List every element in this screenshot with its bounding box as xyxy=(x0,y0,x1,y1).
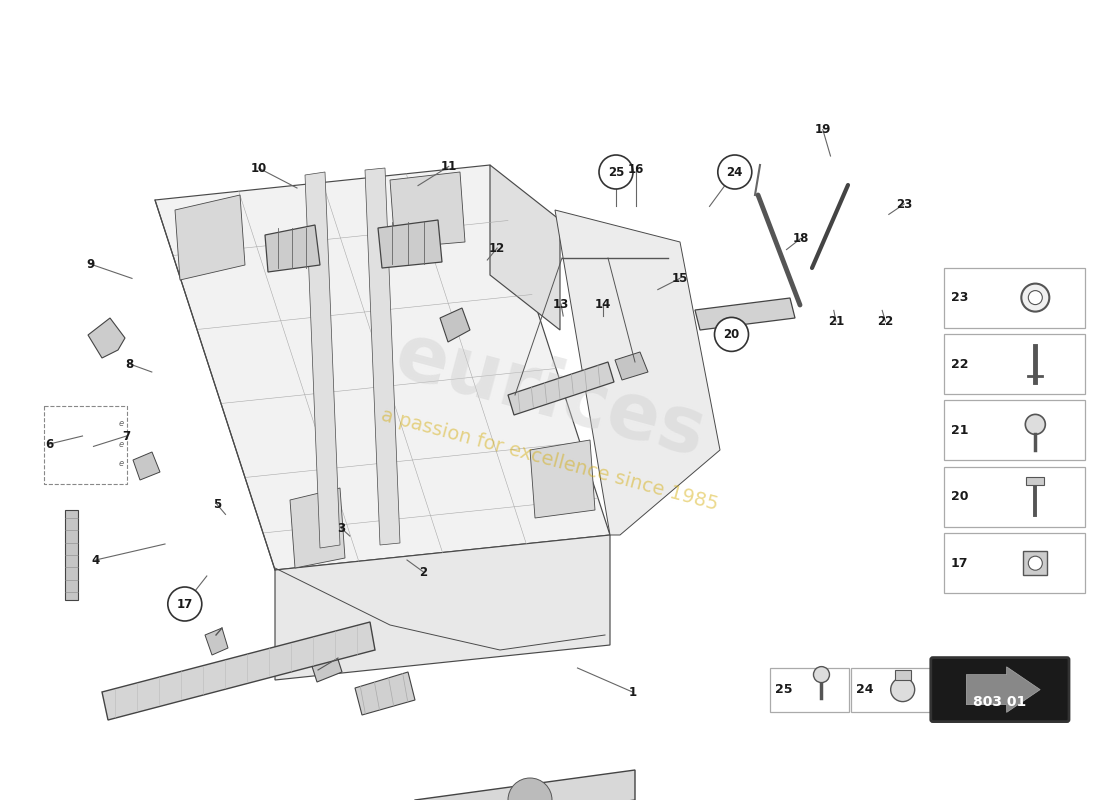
Circle shape xyxy=(715,318,748,351)
Text: e: e xyxy=(119,419,123,429)
Polygon shape xyxy=(175,195,245,280)
Text: 19: 19 xyxy=(815,123,830,136)
Text: 18: 18 xyxy=(793,232,808,245)
Polygon shape xyxy=(508,362,614,415)
Circle shape xyxy=(1021,284,1049,312)
Bar xyxy=(1026,477,1044,485)
Text: 20: 20 xyxy=(724,328,739,341)
Polygon shape xyxy=(695,298,795,330)
Polygon shape xyxy=(265,225,320,272)
Text: a passion for excellence since 1985: a passion for excellence since 1985 xyxy=(379,406,720,514)
Text: 8: 8 xyxy=(125,358,134,370)
Polygon shape xyxy=(88,318,125,358)
Text: 21: 21 xyxy=(828,315,844,328)
Text: 16: 16 xyxy=(628,163,643,176)
Text: 22: 22 xyxy=(878,315,893,328)
Polygon shape xyxy=(305,172,340,548)
Text: 11: 11 xyxy=(441,160,456,173)
Polygon shape xyxy=(65,510,78,600)
Text: 4: 4 xyxy=(91,554,100,566)
Polygon shape xyxy=(966,667,1041,712)
Polygon shape xyxy=(205,628,228,655)
Text: 15: 15 xyxy=(672,272,688,285)
Polygon shape xyxy=(530,440,595,518)
FancyBboxPatch shape xyxy=(944,467,1085,526)
Bar xyxy=(1023,551,1047,575)
Text: 5: 5 xyxy=(212,498,221,510)
Polygon shape xyxy=(556,210,720,535)
Polygon shape xyxy=(365,168,400,545)
Circle shape xyxy=(1028,556,1043,570)
Polygon shape xyxy=(310,650,342,682)
Bar xyxy=(894,670,911,680)
Circle shape xyxy=(1028,290,1043,305)
Polygon shape xyxy=(378,220,442,268)
FancyBboxPatch shape xyxy=(851,667,931,712)
Text: 20: 20 xyxy=(952,490,968,503)
FancyBboxPatch shape xyxy=(944,334,1085,394)
Text: 24: 24 xyxy=(727,166,742,178)
Circle shape xyxy=(508,778,552,800)
Text: e: e xyxy=(119,439,123,449)
Text: 24: 24 xyxy=(857,683,873,696)
Circle shape xyxy=(168,587,201,621)
Text: e: e xyxy=(119,459,123,469)
Text: 22: 22 xyxy=(952,358,968,370)
Text: eurices: eurices xyxy=(386,317,714,473)
Circle shape xyxy=(718,155,751,189)
Text: 17: 17 xyxy=(177,598,192,610)
Polygon shape xyxy=(390,172,465,248)
Text: 6: 6 xyxy=(45,438,54,450)
Text: 803 01: 803 01 xyxy=(974,694,1026,709)
FancyBboxPatch shape xyxy=(944,267,1085,328)
Text: 17: 17 xyxy=(952,557,968,570)
FancyBboxPatch shape xyxy=(931,658,1069,722)
Text: 13: 13 xyxy=(553,298,569,310)
Text: 21: 21 xyxy=(952,424,968,437)
Polygon shape xyxy=(440,308,470,342)
Text: 23: 23 xyxy=(896,198,912,210)
Circle shape xyxy=(814,666,829,682)
FancyBboxPatch shape xyxy=(944,533,1085,593)
Polygon shape xyxy=(615,352,648,380)
Text: 10: 10 xyxy=(251,162,266,174)
Polygon shape xyxy=(290,488,345,568)
Polygon shape xyxy=(490,165,560,330)
Text: 3: 3 xyxy=(337,522,345,534)
Circle shape xyxy=(1025,414,1045,434)
Polygon shape xyxy=(355,672,415,715)
Polygon shape xyxy=(275,535,610,680)
FancyBboxPatch shape xyxy=(770,667,849,712)
Polygon shape xyxy=(102,622,375,720)
Polygon shape xyxy=(155,165,610,570)
Polygon shape xyxy=(133,452,160,480)
Polygon shape xyxy=(415,770,635,800)
Circle shape xyxy=(600,155,632,189)
Text: 23: 23 xyxy=(952,291,968,304)
Circle shape xyxy=(891,678,915,702)
Text: 2: 2 xyxy=(419,566,428,578)
Text: 25: 25 xyxy=(776,683,793,696)
Text: 25: 25 xyxy=(608,166,624,178)
Text: 7: 7 xyxy=(122,430,131,442)
FancyBboxPatch shape xyxy=(944,401,1085,461)
Text: 9: 9 xyxy=(86,258,95,270)
Text: 12: 12 xyxy=(490,242,505,254)
Text: 14: 14 xyxy=(595,298,610,310)
Text: 1: 1 xyxy=(628,686,637,698)
